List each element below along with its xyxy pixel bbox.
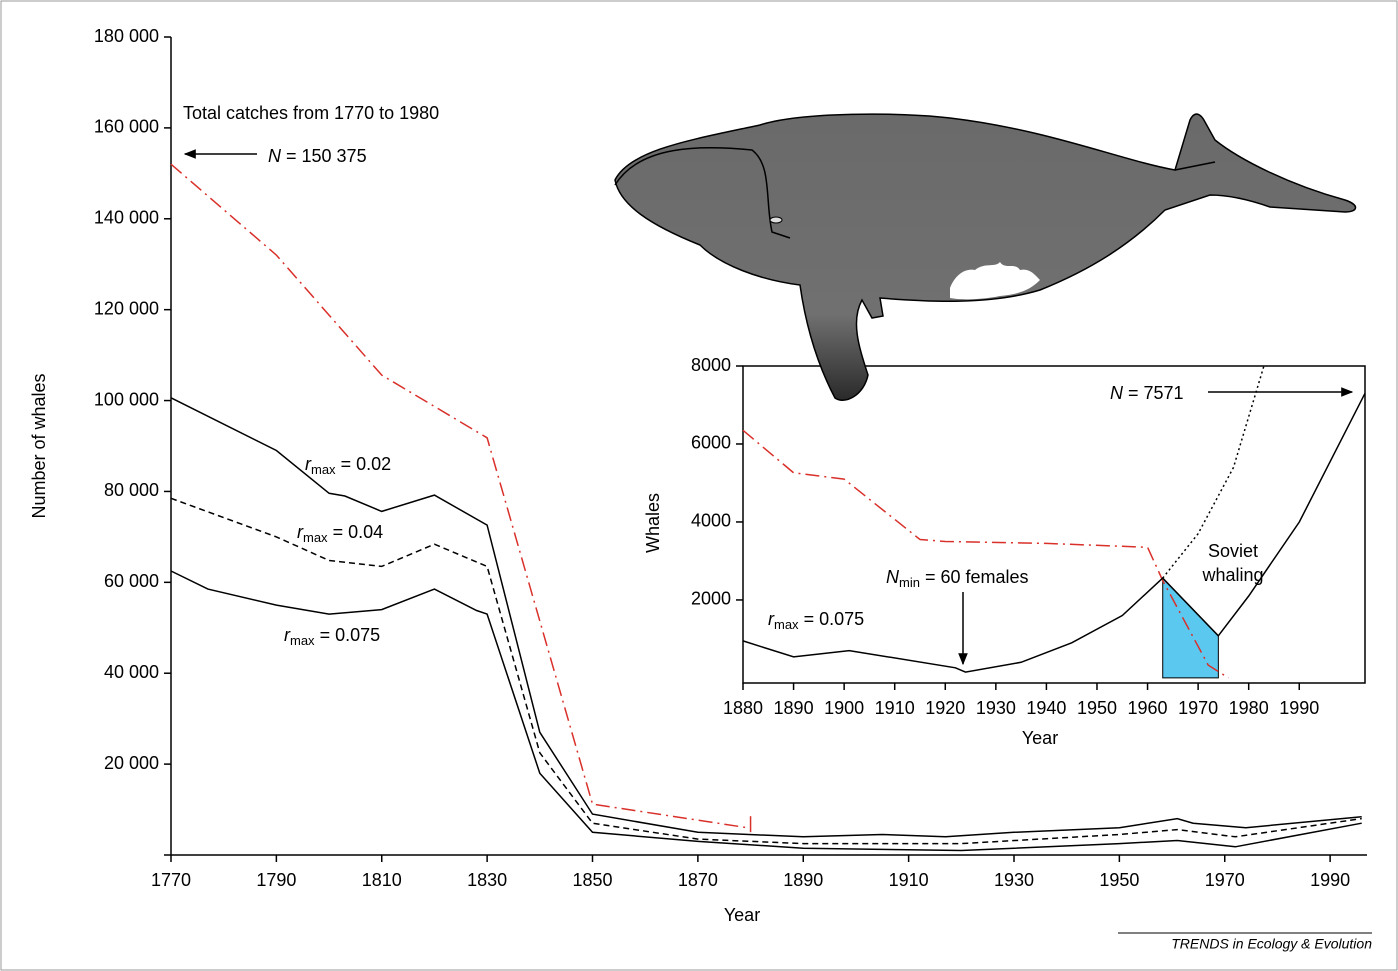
x-tick-label: 1950 <box>1099 870 1139 890</box>
y-axis-title: Number of whales <box>29 373 49 518</box>
y-tick-label: 100 000 <box>94 389 159 409</box>
x-tick-label: 1910 <box>889 870 929 890</box>
label-subscript: max <box>290 633 315 648</box>
label-subscript: min <box>899 575 920 590</box>
y-tick-label: 140 000 <box>94 208 159 228</box>
x-tick-label: 1960 <box>1128 698 1168 718</box>
annotation: Total catches from 1770 to 1980 <box>183 103 439 123</box>
shade-label-line: Soviet <box>1208 541 1258 561</box>
x-tick-label: 1930 <box>994 870 1034 890</box>
label-subscript: max <box>774 617 799 632</box>
y-tick-label: 8000 <box>691 355 731 375</box>
label-text: = 0.04 <box>333 522 384 542</box>
x-tick-label: 1810 <box>362 870 402 890</box>
shade-label-line: whaling <box>1201 565 1263 585</box>
y-tick-label: 40 000 <box>104 662 159 682</box>
x-axis-title: Year <box>1022 728 1058 748</box>
label-text: = 7571 <box>1128 383 1184 403</box>
y-tick-label: 4000 <box>691 511 731 531</box>
y-tick-label: 20 000 <box>104 753 159 773</box>
x-tick-label: 1970 <box>1178 698 1218 718</box>
x-tick-label: 1990 <box>1310 870 1350 890</box>
label-subscript: max <box>303 530 328 545</box>
y-tick-label: 60 000 <box>104 571 159 591</box>
label-subscript: max <box>311 462 336 477</box>
y-tick-label: 160 000 <box>94 117 159 137</box>
x-tick-label: 1930 <box>976 698 1016 718</box>
y-tick-label: 80 000 <box>104 480 159 500</box>
x-tick-label: 1830 <box>467 870 507 890</box>
series-label: rmax= 0.075 <box>284 625 380 649</box>
x-tick-label: 1900 <box>824 698 864 718</box>
label-text: = 0.02 <box>341 454 392 474</box>
x-tick-label: 1890 <box>783 870 823 890</box>
x-tick-label: 1880 <box>723 698 763 718</box>
x-tick-label: 1890 <box>774 698 814 718</box>
label-text: = 0.075 <box>804 609 865 629</box>
x-axis-title: Year <box>724 905 760 925</box>
x-tick-label: 1870 <box>678 870 718 890</box>
label-symbol: N <box>886 567 900 587</box>
x-tick-label: 1850 <box>572 870 612 890</box>
x-tick-label: 1950 <box>1077 698 1117 718</box>
series-line <box>171 164 751 828</box>
x-tick-label: 1980 <box>1229 698 1269 718</box>
series-label: N= 150 375 <box>268 146 367 166</box>
label-symbol: N <box>1110 383 1124 403</box>
x-tick-label: 1920 <box>925 698 965 718</box>
footer: TRENDS in Ecology & Evolution <box>1171 936 1372 952</box>
x-tick-label: 1970 <box>1205 870 1245 890</box>
series-label: rmax= 0.04 <box>297 522 383 546</box>
label-text: = 150 375 <box>286 146 367 166</box>
x-tick-label: 1790 <box>256 870 296 890</box>
chart: 20 000 40 000 60 000 80 000 100 000 120 000 14… <box>0 0 1398 971</box>
label-text: = 0.075 <box>320 625 381 645</box>
series-label: rmax= 0.02 <box>305 454 391 478</box>
inset-chart: 2000 4000 6000 8000 1880 1890 1900 1910 1920 1930… <box>643 355 1365 748</box>
y-tick-label: 120 000 <box>94 298 159 318</box>
x-tick-label: 1940 <box>1026 698 1066 718</box>
y-tick-label: 6000 <box>691 433 731 453</box>
label-text: = 60 females <box>925 567 1029 587</box>
plot-background <box>743 366 1365 683</box>
x-tick-label: 1910 <box>875 698 915 718</box>
x-tick-label: 1990 <box>1279 698 1319 718</box>
label-symbol: N <box>268 146 282 166</box>
x-tick-label: 1770 <box>151 870 191 890</box>
y-tick-label: 180 000 <box>94 26 159 46</box>
series-label: N= 7571 <box>1110 383 1184 403</box>
y-axis-title: Whales <box>643 493 663 553</box>
y-tick-label: 2000 <box>691 589 731 609</box>
